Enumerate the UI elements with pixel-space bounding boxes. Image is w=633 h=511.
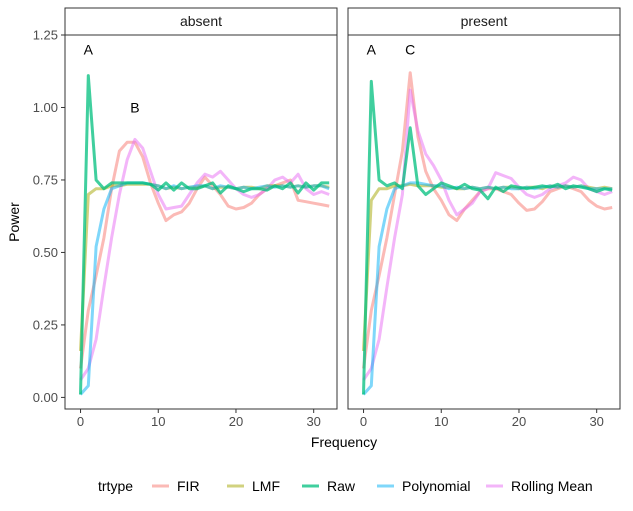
panel-absent: absent A B xyxy=(64,7,338,410)
legend-label: LMF xyxy=(252,478,280,494)
panel-border xyxy=(347,34,621,410)
annotation-label: A xyxy=(367,41,377,57)
legend-item-polynomial: Polynomial xyxy=(377,478,470,494)
facet-strip-label: present xyxy=(461,13,508,29)
series-line-raw xyxy=(79,74,330,395)
x-tick-label: 20 xyxy=(512,414,526,429)
x-tick-label: 20 xyxy=(229,414,243,429)
facet-strip xyxy=(64,7,338,36)
y-tick-label: 0.25 xyxy=(33,317,58,332)
legend-label: FIR xyxy=(177,478,200,494)
x-tick-label: 10 xyxy=(434,414,448,429)
legend: trtype FIR LMF Raw Polynomial Rolling Mean xyxy=(98,478,593,494)
series-lines xyxy=(79,74,330,396)
y-tick-label: 0.50 xyxy=(33,245,58,260)
legend-label: Raw xyxy=(327,478,356,494)
x-tick-label: 0 xyxy=(360,414,367,429)
x-tick-label: 30 xyxy=(589,414,603,429)
legend-item-fir: FIR xyxy=(152,478,200,494)
annotation-label: B xyxy=(130,99,139,115)
y-tick-label: 1.00 xyxy=(33,100,58,115)
x-tick-label: 10 xyxy=(151,414,165,429)
series-line-raw xyxy=(362,79,613,395)
y-axis-title: Power xyxy=(6,202,22,242)
panel-border xyxy=(64,34,338,410)
legend-title: trtype xyxy=(98,478,133,494)
y-tick-label: 1.25 xyxy=(33,28,58,43)
x-axis-title: Frequency xyxy=(311,434,377,450)
x-tick-label: 0 xyxy=(77,414,84,429)
facet-strip xyxy=(347,7,621,36)
panel-present: present A C xyxy=(347,7,621,410)
series-lines xyxy=(362,71,613,396)
legend-label: Rolling Mean xyxy=(511,478,593,494)
legend-item-lmf: LMF xyxy=(227,478,280,494)
legend-item-raw: Raw xyxy=(302,478,356,494)
legend-item-rolling-mean: Rolling Mean xyxy=(486,478,593,494)
annotation-label: A xyxy=(84,41,94,57)
facet-strip-label: absent xyxy=(180,13,222,29)
annotation-label: C xyxy=(405,41,415,57)
x-axes: 0 10 20 30 0 10 20 30 xyxy=(77,409,604,429)
legend-label: Polynomial xyxy=(402,478,470,494)
x-tick-label: 30 xyxy=(306,414,320,429)
y-tick-label: 0.00 xyxy=(33,390,58,405)
y-tick-label: 0.75 xyxy=(33,172,58,187)
y-axis: 0.00 0.25 0.50 0.75 1.00 1.25 xyxy=(33,28,65,405)
